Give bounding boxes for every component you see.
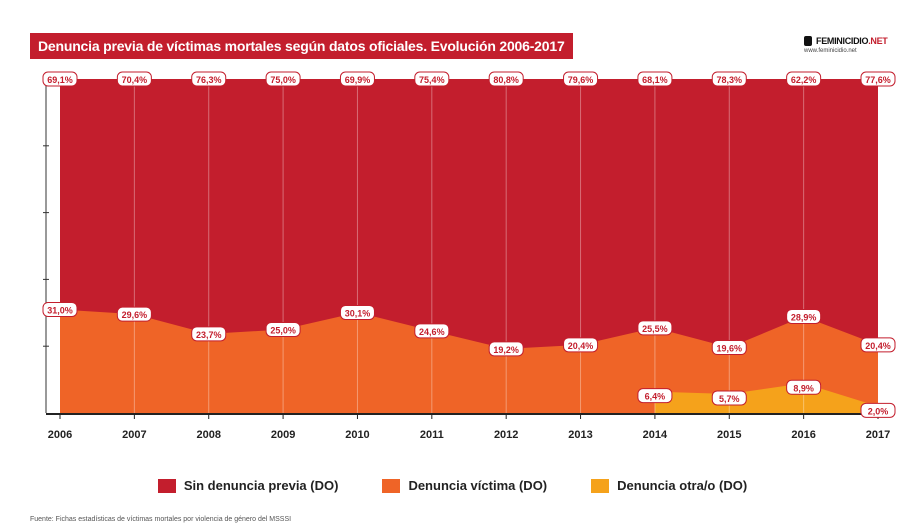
data-label-victima-box — [116, 306, 152, 322]
legend-swatch-otra — [591, 478, 610, 493]
data-label-sin: 69,1% — [47, 75, 73, 85]
data-label-sin: 80,8% — [493, 75, 519, 85]
data-label-victima-box — [42, 301, 78, 317]
data-label-sin-box — [42, 71, 78, 87]
data-label-victima: 19,6% — [717, 344, 743, 354]
data-label-victima: 30,1% — [345, 308, 371, 318]
data-label-otra: 2,0% — [868, 406, 889, 416]
chart-title: Denuncia previa de víctimas mortales seg… — [30, 33, 573, 59]
area-denuncia-otra — [654, 383, 878, 413]
data-label-victima: 28,9% — [791, 312, 817, 322]
data-label-sin: 69,9% — [345, 75, 371, 85]
data-label-otra: 6,4% — [645, 392, 666, 402]
x-tick-label: 2008 — [196, 429, 220, 441]
data-label-victima-box — [488, 341, 524, 357]
data-label-sin-box — [860, 71, 896, 87]
data-label-sin: 77,6% — [865, 75, 891, 85]
data-label-sin: 78,3% — [717, 75, 743, 85]
data-label-victima: 25,0% — [270, 326, 296, 336]
data-label-victima-box — [563, 337, 599, 353]
x-tick-label: 2014 — [643, 429, 668, 441]
source-note: Fuente: Fichas estadísticas de víctimas … — [30, 516, 292, 523]
area-denuncia-victima — [60, 309, 878, 413]
data-label-sin: 79,6% — [568, 75, 594, 85]
x-tick-label: 2012 — [494, 429, 518, 441]
data-label-victima-box — [637, 320, 673, 336]
legend-item-sin-denuncia: Sin denuncia previa (DO) — [157, 478, 339, 493]
data-label-victima-box — [339, 304, 375, 320]
data-label-sin-box — [637, 71, 673, 87]
x-tick-label: 2013 — [568, 429, 592, 441]
data-label-sin: 68,1% — [642, 75, 668, 85]
data-label-sin: 76,3% — [196, 75, 222, 85]
legend-label-sin: Sin denuncia previa (DO) — [183, 478, 339, 493]
data-label-sin-box — [563, 71, 599, 87]
data-label-sin-box — [191, 71, 227, 87]
data-label-sin: 75,4% — [419, 75, 445, 85]
data-label-otra-box — [786, 379, 822, 395]
legend-label-otra: Denuncia otra/o (DO) — [617, 478, 748, 493]
data-label-victima-box — [414, 323, 450, 339]
legend-item-denuncia-otra: Denuncia otra/o (DO) — [591, 478, 747, 493]
data-label-victima: 23,7% — [196, 330, 222, 340]
data-label-otra-box — [637, 388, 673, 404]
data-label-sin-box — [339, 71, 375, 87]
data-label-otra-box — [860, 402, 896, 418]
data-label-otra: 8,9% — [793, 383, 814, 393]
data-label-sin: 70,4% — [122, 75, 148, 85]
brand-logo: FEMINICIDIO.NET www.feminicidio.net — [804, 34, 888, 58]
logo-subtitle: www.feminicidio.net — [804, 48, 857, 54]
x-tick-label: 2007 — [122, 429, 146, 441]
logo-wordmark: FEMINICIDIO.NET — [816, 36, 888, 46]
data-label-victima: 29,6% — [122, 310, 148, 320]
data-label-otra: 5,7% — [719, 394, 740, 404]
logo-icon — [804, 36, 812, 46]
data-label-victima-box — [265, 322, 301, 337]
legend-item-denuncia-victima: Denuncia víctima (DO) — [382, 478, 547, 493]
data-label-victima: 24,6% — [419, 327, 445, 337]
x-tick-label: 2009 — [271, 429, 295, 441]
data-label-victima: 25,5% — [642, 324, 668, 334]
legend-swatch-sin — [157, 478, 176, 493]
data-label-victima-box — [860, 337, 896, 353]
x-tick-label: 2006 — [48, 429, 72, 441]
data-label-sin-box — [786, 71, 822, 87]
data-label-victima-box — [786, 308, 822, 324]
legend-label-victima: Denuncia víctima (DO) — [408, 478, 548, 493]
x-tick-label: 2017 — [866, 429, 890, 441]
data-label-victima-box — [191, 326, 227, 342]
stacked-area-chart: 2006 2007 2008 2009 2010 2011 2012 2013 2014 2015… — [42, 71, 896, 441]
data-label-sin: 62,2% — [791, 75, 817, 85]
x-tick-label: 2010 — [345, 429, 369, 441]
data-label-victima: 31,0% — [47, 305, 73, 315]
data-label-sin-box — [488, 71, 524, 87]
data-label-victima: 20,4% — [865, 341, 891, 351]
chart-legend: Sin denuncia previa (DO) Denuncia víctim… — [0, 478, 905, 493]
data-label-otra-box — [711, 390, 747, 406]
legend-swatch-victima — [382, 478, 401, 493]
data-label-victima: 19,2% — [493, 345, 519, 355]
x-tick-label: 2011 — [420, 429, 444, 441]
data-label-sin-box — [414, 71, 450, 87]
data-label-sin: 75,0% — [270, 75, 296, 85]
x-tick-label: 2016 — [791, 429, 815, 441]
data-label-victima-box — [711, 340, 747, 356]
data-label-sin-box — [265, 71, 301, 87]
data-label-sin-box — [711, 71, 747, 87]
data-label-sin-box — [116, 71, 152, 87]
data-label-victima: 20,4% — [568, 341, 594, 351]
x-tick-label: 2015 — [717, 429, 741, 441]
